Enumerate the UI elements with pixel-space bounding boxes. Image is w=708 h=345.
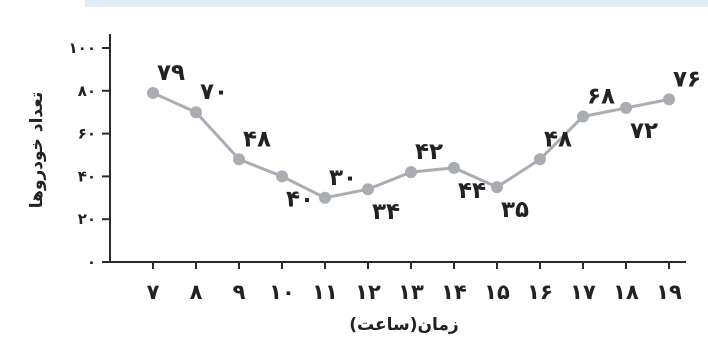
data-point [663, 93, 675, 106]
data-label: ۷۲ [630, 118, 658, 144]
data-point [362, 183, 374, 196]
x-tick-label: ۱۱ [312, 280, 338, 304]
x-tick-label: ۸ [190, 280, 203, 304]
data-label: ۴۴ [458, 178, 486, 204]
y-axis-ticks: ۰ ۲۰ ۴۰ ۶۰ ۸۰ ۱۰۰ [69, 39, 110, 271]
data-point [233, 153, 245, 166]
data-label: ۳۴ [372, 199, 400, 225]
x-tick-label: ۱۴ [441, 280, 467, 304]
data-label: ۴۰ [286, 186, 314, 212]
data-label: ۷۰ [200, 79, 228, 105]
x-tick-label: ۱۷ [570, 280, 596, 304]
data-point [276, 170, 288, 183]
data-label: ۴۸ [544, 126, 572, 152]
data-label: ۳۰ [329, 165, 357, 191]
top-banner-strip [85, 0, 708, 7]
data-point [147, 86, 159, 99]
x-tick-label: ۱۲ [355, 280, 381, 304]
y-axis-title: تعداد خودروها [27, 92, 47, 208]
y-tick-label: ۰ [87, 253, 96, 271]
data-point [319, 191, 331, 204]
y-tick-label: ۱۰۰ [69, 39, 96, 57]
y-tick-label: ۲۰ [78, 210, 96, 228]
x-tick-label: ۱۶ [527, 280, 553, 304]
x-tick-label: ۱۳ [398, 280, 424, 304]
x-tick-label: ۹ [233, 280, 246, 304]
x-tick-label: ۱۸ [613, 280, 639, 304]
y-tick-label: ۴۰ [78, 167, 96, 185]
data-label: ۷۹ [157, 60, 185, 86]
data-point [491, 181, 503, 194]
x-tick-label: ۷ [147, 280, 160, 304]
x-axis-title: زمان(ساعت) [349, 315, 458, 335]
y-tick-label: ۸۰ [78, 82, 96, 100]
data-label: ۷۶ [673, 66, 701, 92]
data-point [577, 110, 589, 123]
data-label: ۴۲ [415, 139, 443, 165]
data-point [534, 153, 546, 166]
data-point [620, 101, 632, 114]
data-point [190, 106, 202, 119]
series-line [147, 86, 675, 204]
data-point [405, 166, 417, 179]
data-point [448, 161, 460, 174]
x-tick-label: ۱۹ [656, 280, 682, 304]
x-tick-label: ۱۰ [269, 280, 295, 304]
y-tick-label: ۶۰ [78, 125, 96, 143]
data-label: ۳۵ [501, 197, 529, 223]
chart-axes [109, 34, 686, 263]
data-label: ۶۸ [587, 83, 615, 109]
data-label: ۴۸ [243, 126, 271, 152]
x-tick-label: ۱۵ [484, 280, 510, 304]
data-labels: ۷۹ ۷۰ ۴۸ ۴۰ ۳۰ ۳۴ ۴۲ ۴۴ ۳۵ ۴۸ ۶۸ ۷۲ ۷۶ [157, 60, 701, 225]
x-axis-ticks: ۷ ۸ ۹ ۱۰ ۱۱ ۱۲ ۱۳ ۱۴ ۱۵ ۱۶ ۱۷ ۱۸ ۱۹ [147, 262, 682, 304]
